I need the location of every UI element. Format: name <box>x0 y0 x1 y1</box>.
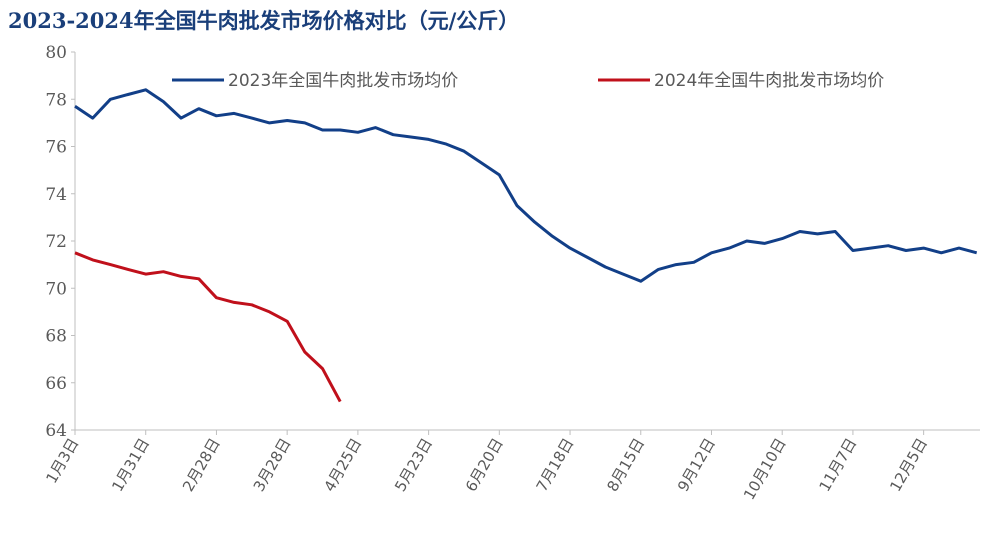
y-tick-label: 80 <box>45 43 67 63</box>
y-tick-label: 68 <box>45 327 67 347</box>
x-tick-label: 5月23日 <box>391 435 436 495</box>
y-tick-label: 78 <box>45 90 67 110</box>
x-tick-label: 2月28日 <box>179 435 224 495</box>
x-tick-label: 4月25日 <box>320 435 365 495</box>
x-tick-label: 3月28日 <box>250 435 295 495</box>
y-tick-label: 76 <box>45 138 67 158</box>
chart-title: 2023-2024年全国牛肉批发市场价格对比（元/公斤） <box>8 8 519 33</box>
series-line <box>74 251 342 403</box>
x-tick-label: 6月20日 <box>462 435 507 495</box>
y-tick-label: 74 <box>45 185 67 205</box>
x-tick-label: 8月15日 <box>603 435 648 495</box>
x-tick-label: 9月12日 <box>674 435 719 495</box>
x-tick-label: 1月31日 <box>108 435 153 495</box>
x-tick-label: 10月10日 <box>740 435 790 503</box>
x-tick-label: 12月5日 <box>886 435 931 495</box>
y-tick-label: 66 <box>45 374 67 394</box>
x-tick-label: 7月18日 <box>533 435 578 495</box>
x-tick-label: 11月7日 <box>815 435 860 495</box>
x-tick-label: 1月3日 <box>42 435 82 487</box>
y-tick-label: 72 <box>45 232 67 252</box>
legend-label: 2024年全国牛肉批发市场均价 <box>654 71 884 91</box>
series-line <box>74 88 978 283</box>
y-tick-label: 64 <box>45 421 67 441</box>
y-tick-label: 70 <box>45 279 67 299</box>
legend-label: 2023年全国牛肉批发市场均价 <box>228 71 458 91</box>
